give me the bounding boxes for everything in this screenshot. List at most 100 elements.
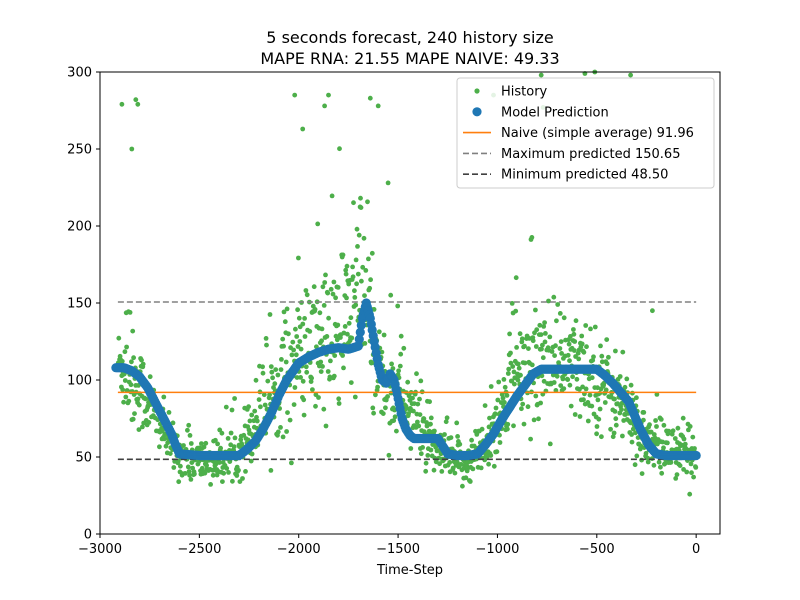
history-point xyxy=(576,356,582,362)
history-point xyxy=(491,463,497,469)
history-point xyxy=(292,385,298,390)
history-point xyxy=(119,358,125,364)
history-point xyxy=(312,307,318,312)
history-point xyxy=(551,380,557,385)
history-point xyxy=(500,395,506,401)
history-point xyxy=(394,428,399,434)
history-point xyxy=(373,392,378,398)
y-tick-label: 250 xyxy=(67,143,92,158)
history-point xyxy=(588,326,593,332)
history-point xyxy=(538,400,543,406)
history-point xyxy=(584,344,589,350)
history-point xyxy=(691,474,696,480)
history-point xyxy=(264,342,269,348)
x-tick-label: −500 xyxy=(579,542,615,557)
history-point xyxy=(398,351,404,357)
legend: History Model Prediction Naive (simple ave… xyxy=(456,77,715,189)
history-point xyxy=(133,97,139,103)
history-point xyxy=(612,409,618,414)
history-point xyxy=(659,470,665,476)
prediction-point xyxy=(356,320,366,330)
history-point xyxy=(595,397,601,403)
history-point xyxy=(333,295,338,301)
history-point xyxy=(281,309,287,315)
history-point xyxy=(599,434,604,440)
history-point xyxy=(538,72,544,78)
history-point xyxy=(589,375,595,381)
history-point xyxy=(478,465,484,471)
history-point xyxy=(510,364,516,369)
history-point xyxy=(553,343,558,349)
history-point xyxy=(533,307,538,313)
history-point xyxy=(604,361,610,367)
history-point xyxy=(452,470,458,476)
history-point xyxy=(238,437,244,443)
history-point xyxy=(565,377,571,382)
history-point xyxy=(383,405,388,411)
history-point xyxy=(581,349,587,355)
history-point xyxy=(416,423,422,429)
history-point xyxy=(326,315,331,321)
history-point xyxy=(289,460,294,466)
history-point xyxy=(307,329,313,334)
history-point xyxy=(443,419,449,425)
history-point xyxy=(447,460,453,465)
history-point xyxy=(406,411,411,416)
x-tick-label: −1000 xyxy=(475,542,519,557)
history-point xyxy=(546,298,551,304)
history-point xyxy=(608,426,613,432)
history-point xyxy=(202,470,208,476)
history-point xyxy=(219,430,225,436)
chart-title: 5 seconds forecast, 240 history size xyxy=(266,28,553,47)
history-point xyxy=(529,235,535,240)
history-point xyxy=(226,470,231,475)
history-point xyxy=(369,360,374,366)
history-point xyxy=(486,424,492,430)
history-point xyxy=(182,471,188,476)
history-point xyxy=(391,418,397,423)
history-point xyxy=(517,331,523,337)
history-point xyxy=(598,343,603,349)
history-point xyxy=(513,275,519,281)
history-point xyxy=(486,461,491,467)
history-point xyxy=(567,358,572,364)
history-point xyxy=(350,274,356,280)
history-point xyxy=(122,349,128,355)
history-point xyxy=(634,453,640,459)
history-point xyxy=(650,308,655,314)
history-point xyxy=(304,292,310,298)
history-point xyxy=(574,376,580,382)
history-point xyxy=(567,382,573,388)
history-point xyxy=(303,288,309,293)
history-point xyxy=(579,341,585,347)
history-point xyxy=(690,434,696,440)
history-point xyxy=(454,420,460,426)
history-point xyxy=(533,393,539,399)
history-point xyxy=(254,418,260,424)
history-point xyxy=(328,358,333,364)
legend-label: Model Prediction xyxy=(501,105,609,120)
history-point xyxy=(533,344,539,349)
history-point xyxy=(345,331,350,337)
history-point xyxy=(444,415,450,421)
history-point xyxy=(432,428,437,434)
history-point xyxy=(406,393,412,399)
history-point xyxy=(246,404,252,410)
history-point xyxy=(381,332,387,338)
history-point xyxy=(362,341,368,346)
history-point xyxy=(285,410,290,415)
history-point xyxy=(630,426,636,432)
history-point xyxy=(561,386,567,391)
history-point xyxy=(689,470,694,476)
history-point xyxy=(302,316,307,321)
history-point xyxy=(199,441,204,446)
history-point xyxy=(677,463,683,468)
history-point xyxy=(619,407,624,412)
history-point xyxy=(549,349,555,354)
history-point xyxy=(617,374,623,379)
history-point xyxy=(185,464,191,470)
history-point xyxy=(423,460,429,466)
history-point xyxy=(392,414,398,420)
history-point xyxy=(587,392,593,398)
history-point xyxy=(129,359,134,365)
